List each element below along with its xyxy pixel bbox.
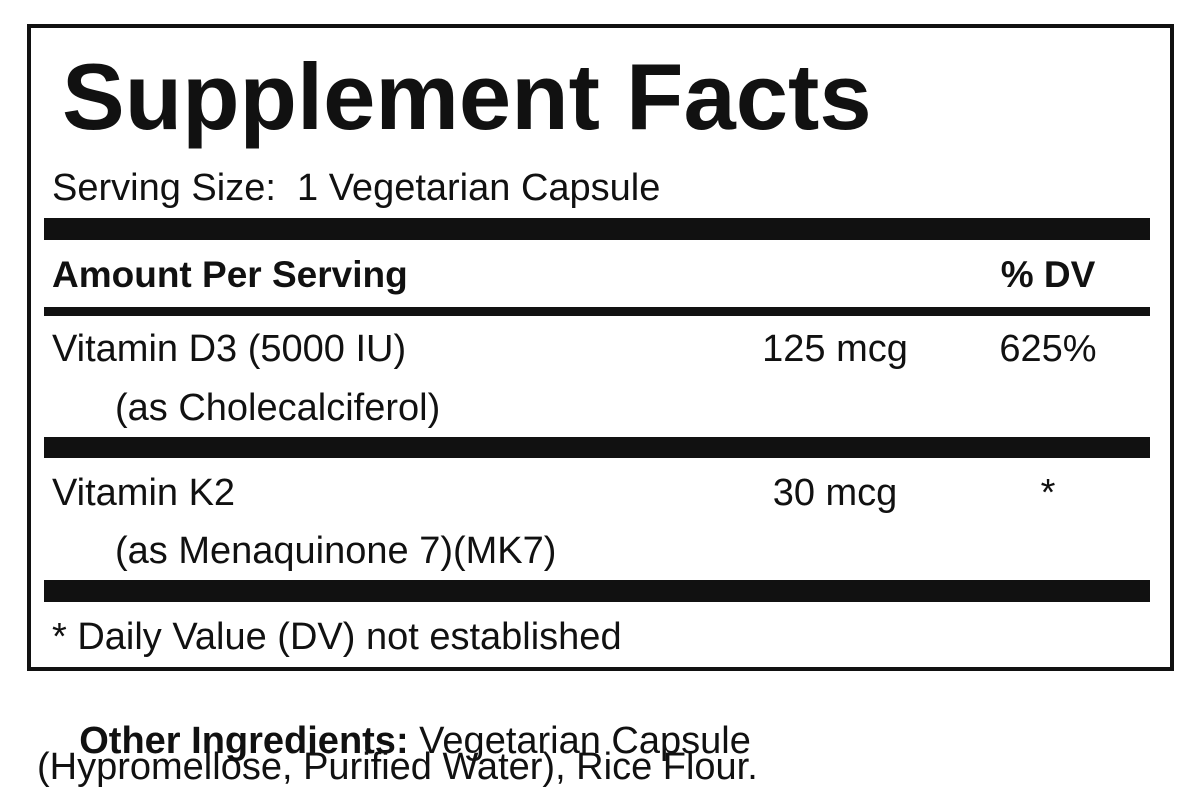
- nutrient-source: (as Cholecalciferol): [115, 387, 441, 429]
- other-ingredients-text: (Hypromellose, Purified Water), Rice Flo…: [37, 746, 758, 788]
- label-border: [27, 24, 1174, 671]
- other-ingredients-text: Vegetarian Capsule: [419, 720, 751, 762]
- thick-rule: [44, 580, 1150, 602]
- nutrient-amount: 30 mcg: [772, 472, 898, 514]
- title: Supplement Facts: [62, 44, 872, 149]
- nutrient-name: Vitamin K2: [52, 472, 236, 514]
- thick-rule: [44, 437, 1150, 458]
- amount-header: Amount Per Serving: [52, 254, 408, 295]
- dv-header: % DV: [1000, 254, 1096, 295]
- thick-rule: [44, 218, 1150, 240]
- nutrient-source: (as Menaquinone 7)(MK7): [115, 530, 557, 572]
- serving-size: Serving Size: 1 Vegetarian Capsule: [52, 167, 661, 209]
- nutrient-amount: 125 mcg: [762, 328, 908, 370]
- nutrient-name: Vitamin D3 (5000 IU): [52, 328, 407, 370]
- nutrient-dv: 625%: [999, 328, 1097, 370]
- thin-rule: [44, 307, 1150, 316]
- nutrient-dv: *: [1040, 472, 1056, 514]
- other-ingredients: Other Ingredients: Vegetarian Capsule: [37, 684, 751, 798]
- other-ingredients-label: Other Ingredients:: [79, 720, 409, 762]
- footnote: * Daily Value (DV) not established: [52, 616, 622, 658]
